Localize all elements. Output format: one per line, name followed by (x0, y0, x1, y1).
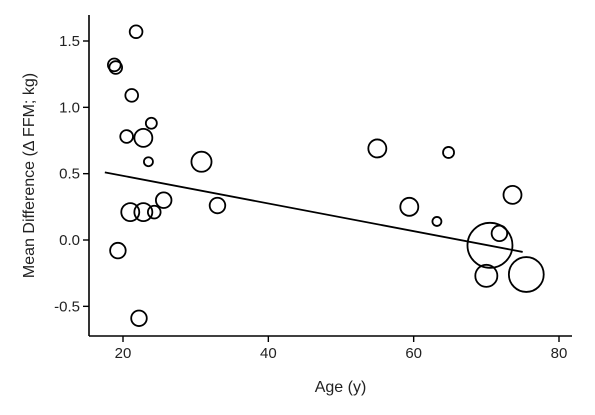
data-point-24 (507, 256, 545, 293)
data-point-11 (120, 202, 141, 223)
y-axis-title: Mean Difference (Δ FFM; kg) (21, 73, 38, 278)
x-tick-label-0: 20 (115, 345, 132, 362)
data-point-13 (146, 204, 162, 220)
data-point-3 (124, 88, 139, 103)
data-point-4 (119, 129, 134, 144)
x-axis-title: Age (y) (315, 379, 367, 396)
data-point-23 (474, 263, 499, 288)
data-point-22 (502, 184, 523, 205)
data-point-8 (190, 150, 213, 173)
tick-marks (83, 40, 560, 342)
y-tick-label-4: 1.5 (59, 33, 80, 50)
axes (88, 15, 572, 337)
data-point-14 (109, 241, 127, 260)
data-point-16 (367, 138, 388, 159)
data-points (107, 24, 545, 327)
data-point-18 (431, 216, 443, 227)
data-point-12 (133, 202, 154, 223)
data-point-7 (143, 156, 154, 168)
data-point-10 (208, 196, 227, 215)
data-point-15 (130, 309, 148, 327)
data-point-21 (490, 224, 509, 243)
data-point-9 (155, 191, 173, 209)
data-point-17 (399, 196, 420, 217)
data-point-5 (133, 127, 154, 148)
x-tick-label-1: 40 (260, 345, 277, 362)
data-point-6 (144, 116, 158, 130)
data-point-0 (128, 24, 144, 39)
trend-line (104, 171, 523, 253)
x-tick-label-2: 60 (405, 345, 422, 362)
y-tick-label-1: 0.0 (59, 232, 80, 249)
x-tick-label-3: 80 (551, 345, 568, 362)
y-tick-label-2: 0.5 (59, 166, 80, 183)
data-point-2 (108, 60, 123, 75)
tick-labels: 20 40 60 80 -0.5 0.0 0.5 1.0 1.5 (54, 33, 567, 362)
data-point-20 (466, 221, 514, 269)
data-point-19 (442, 146, 455, 159)
y-tick-label-3: 1.0 (59, 99, 80, 116)
y-tick-label-0: -0.5 (54, 298, 80, 315)
